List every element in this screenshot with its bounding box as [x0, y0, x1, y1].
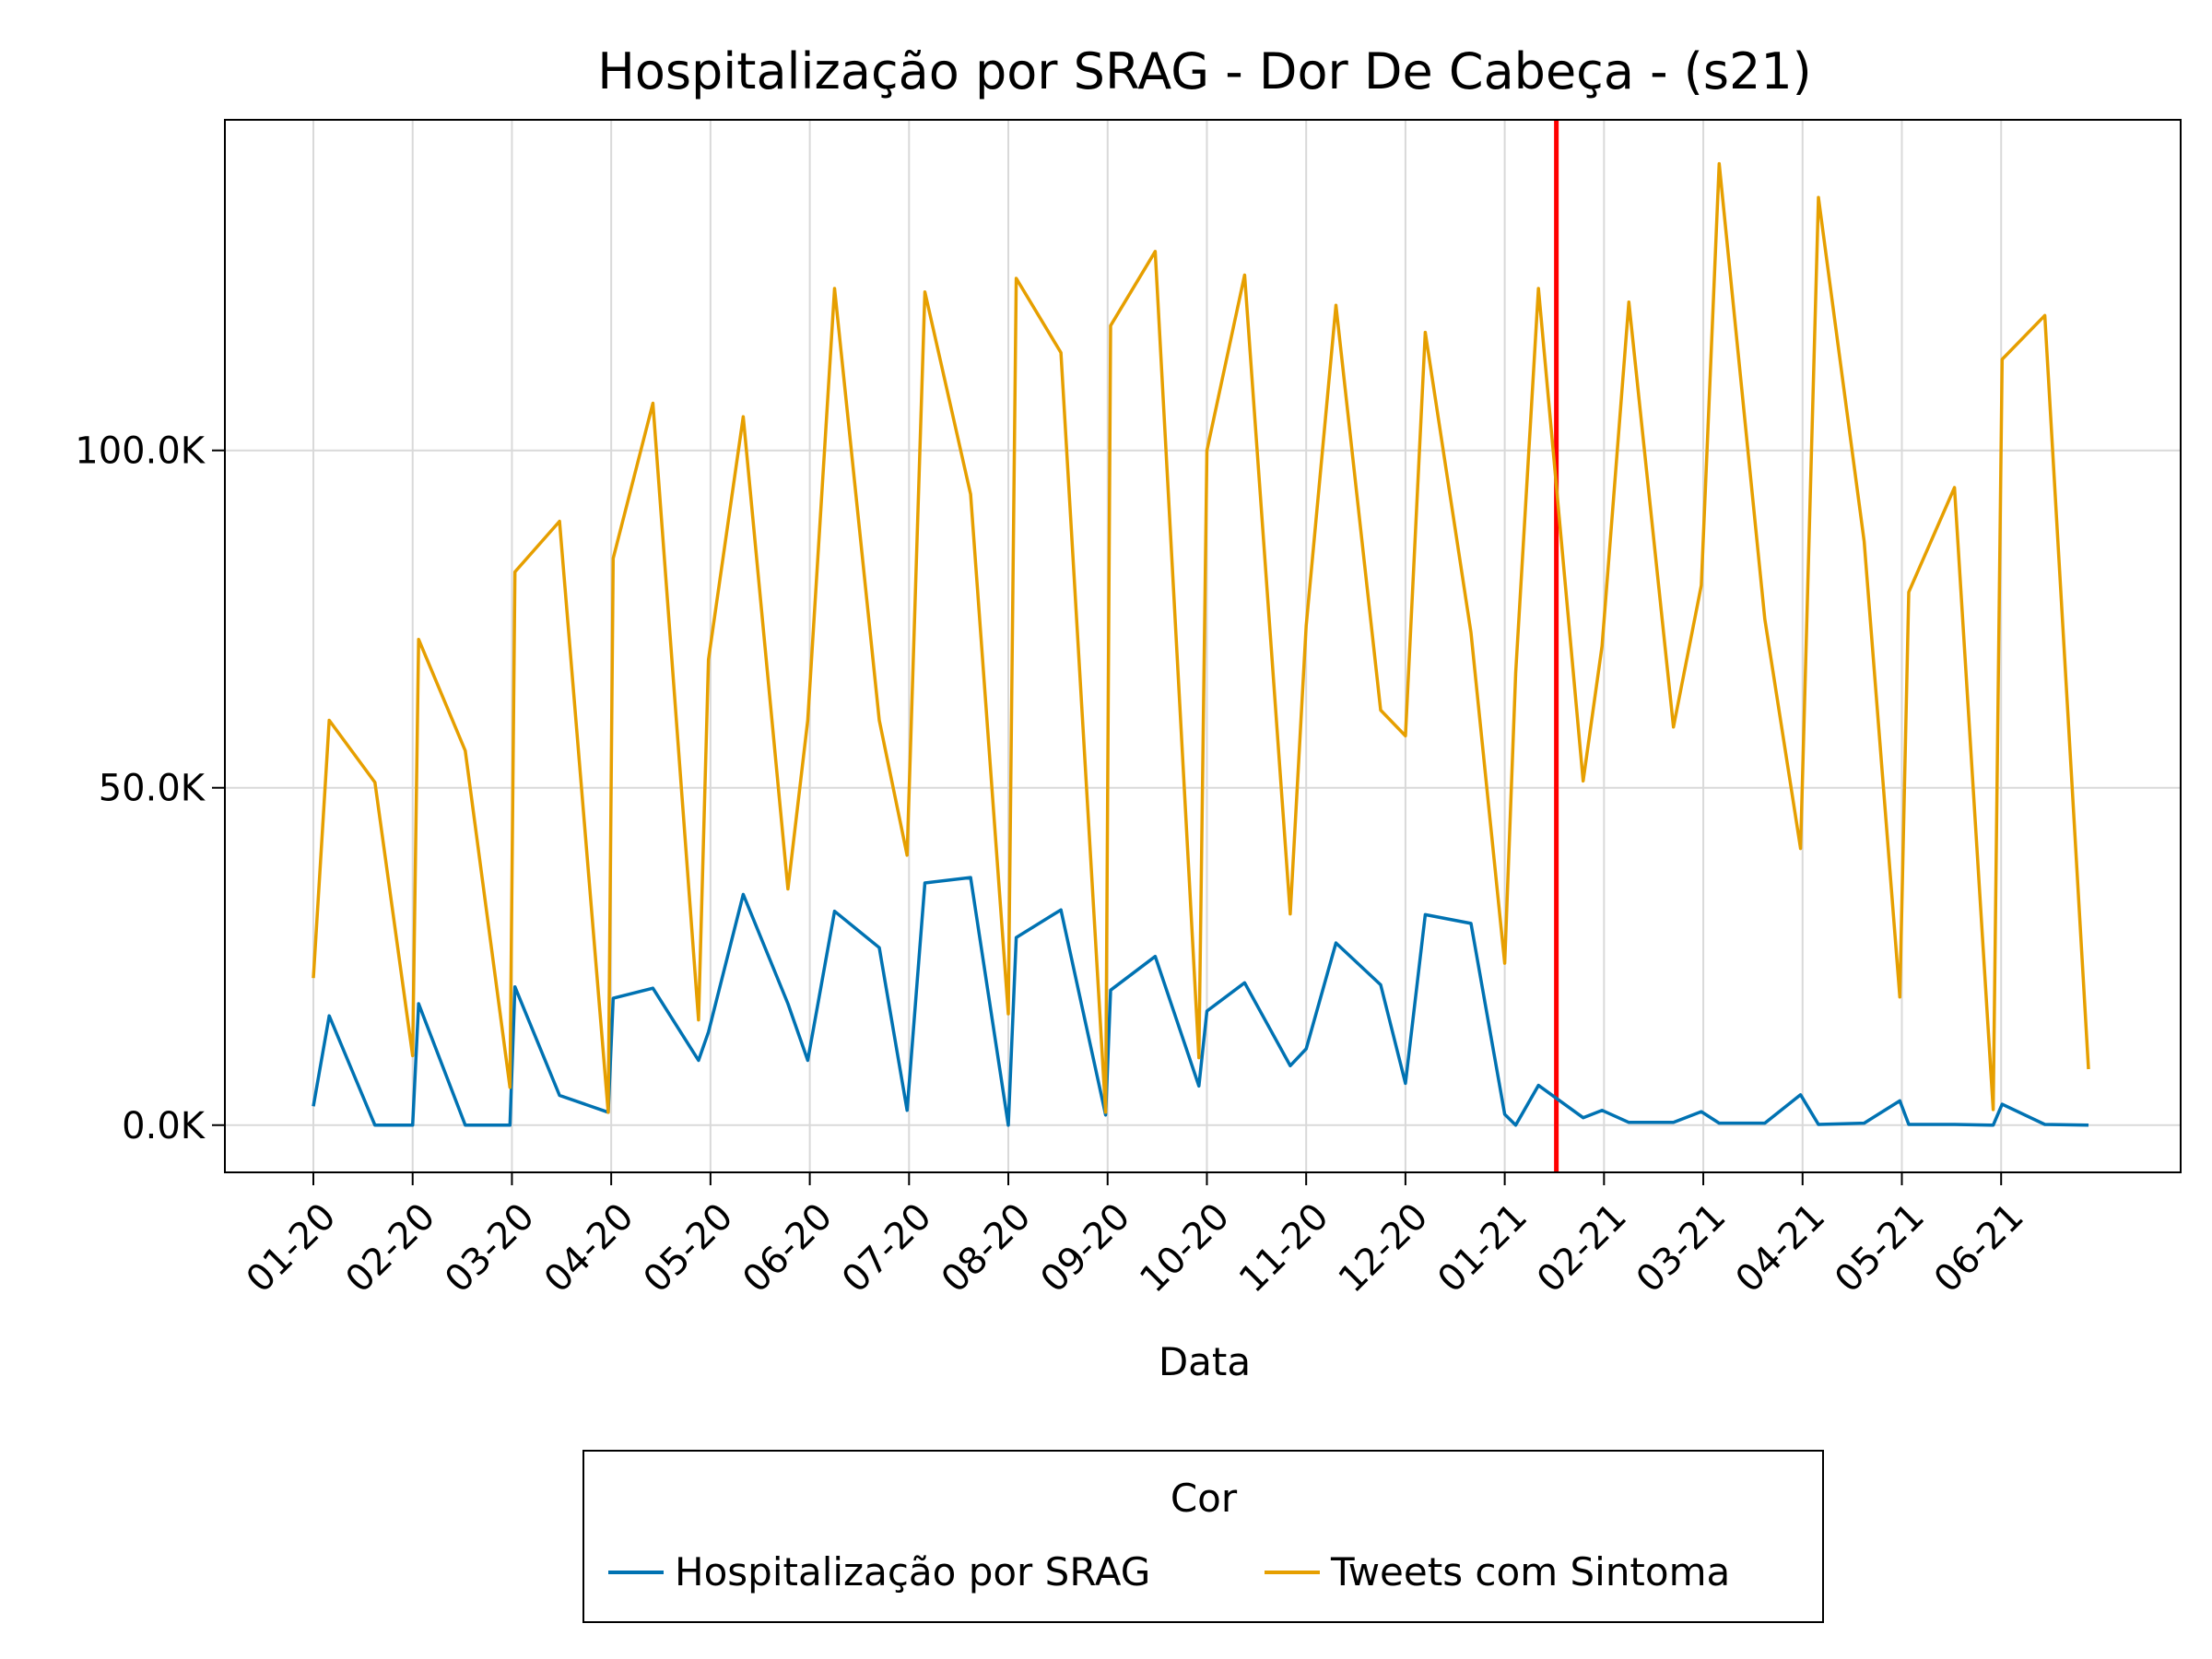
legend-title: Cor: [1171, 1476, 1238, 1521]
y-tick-label: 100.0K: [75, 430, 206, 473]
x-tick-label: 08-20: [934, 1195, 1040, 1301]
x-tick-label: 04-21: [1727, 1195, 1833, 1301]
x-tick-label: 07-20: [834, 1195, 940, 1301]
legend: Cor Hospitalização por SRAG Tweets com Si…: [582, 1450, 1824, 1623]
x-tick-label: 05-21: [1827, 1195, 1933, 1301]
x-tick-label: 09-20: [1032, 1195, 1138, 1301]
x-tick-label: 05-20: [636, 1195, 742, 1301]
y-tick-label: 0.0K: [122, 1105, 206, 1147]
x-tick-label: 06-20: [735, 1195, 841, 1301]
gridlines: [225, 120, 2181, 1172]
x-tick-label: 01-20: [239, 1195, 345, 1301]
x-tick-label: 03-20: [437, 1195, 543, 1301]
legend-items: Hospitalização por SRAG Tweets com Sintom…: [608, 1549, 1730, 1594]
x-axis-label: Data: [1159, 1339, 1251, 1384]
x-tick-label: 06-21: [1926, 1195, 2032, 1301]
x-tick-label: 02-20: [337, 1195, 443, 1301]
x-axis: 01-2002-2003-2004-2005-2006-2007-2008-20…: [239, 1172, 2032, 1301]
legend-label: Tweets com Sintoma: [1330, 1549, 1730, 1594]
series-line: [312, 161, 2090, 1114]
y-tick-label: 50.0K: [99, 768, 206, 810]
legend-label: Hospitalização por SRAG: [675, 1549, 1150, 1594]
x-tick-label: 04-20: [536, 1195, 642, 1301]
chart-title: Hospitalização por SRAG - Dor De Cabeça …: [597, 42, 1812, 100]
series-line: [312, 876, 2089, 1127]
legend-box: [582, 1450, 1824, 1623]
x-tick-label: 03-21: [1629, 1195, 1735, 1301]
x-tick-label: 11-20: [1231, 1195, 1337, 1301]
x-tick-label: 02-21: [1529, 1195, 1635, 1301]
series-layer: [312, 161, 2090, 1127]
y-axis: 0.0K 50.0K 100.0K: [75, 430, 225, 1147]
x-tick-label: 01-21: [1430, 1195, 1535, 1301]
x-tick-label: 10-20: [1132, 1195, 1238, 1301]
x-tick-label: 12-20: [1331, 1195, 1437, 1301]
plot-frame: [224, 119, 2182, 1173]
